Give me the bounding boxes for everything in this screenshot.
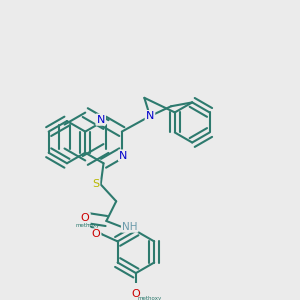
Text: methoxy: methoxy [138,296,162,300]
Text: O: O [92,230,100,239]
Text: methoxy: methoxy [75,224,100,228]
Text: S: S [92,179,99,189]
Text: N: N [119,151,128,160]
Text: O: O [131,289,140,299]
Text: NH: NH [122,222,137,232]
Text: N: N [146,111,154,121]
Text: O: O [81,213,90,223]
Text: N: N [97,115,105,124]
